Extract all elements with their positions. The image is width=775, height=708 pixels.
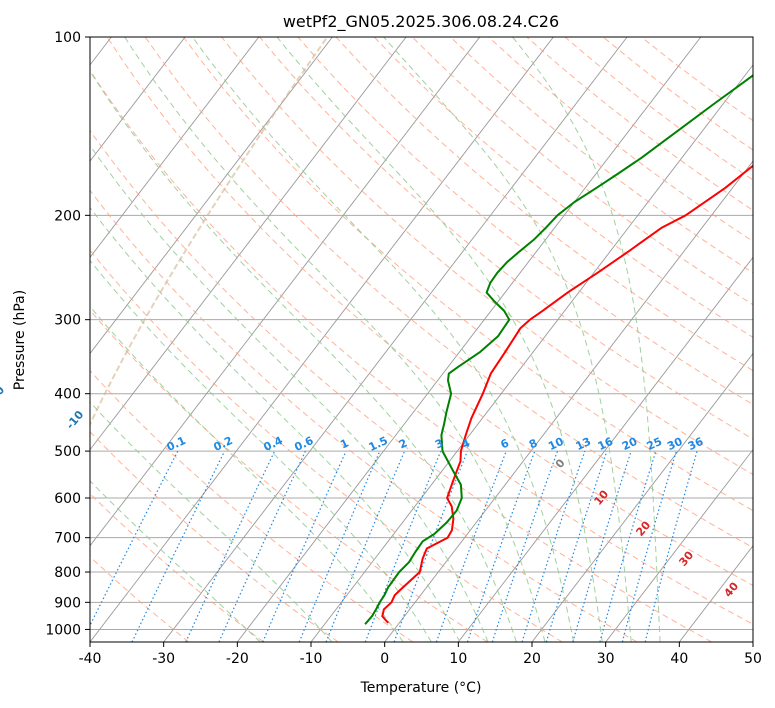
mixing-ratio-label: 30 <box>665 435 685 453</box>
mixing-ratio-line <box>644 450 698 642</box>
y-tick-label: 300 <box>54 313 81 329</box>
background-curve <box>90 37 329 427</box>
dry-adiabat-line <box>373 37 753 338</box>
moist-adiabat-line <box>90 259 432 642</box>
mixing-ratio-line <box>393 450 468 642</box>
isotherm-line <box>457 256 753 642</box>
x-tick-label: 50 <box>744 651 762 667</box>
temperature-profile-line <box>381 164 753 624</box>
isotherm-line <box>163 37 628 642</box>
x-tick-label: 0 <box>380 651 389 667</box>
y-tick-label: 900 <box>54 595 81 611</box>
dewpoint-profile-line <box>364 74 753 625</box>
moist-adiabat-line <box>383 37 632 642</box>
x-tick-label: -30 <box>152 651 175 667</box>
mixing-ratio-line <box>364 450 442 642</box>
mixing-ratio-line <box>599 450 657 642</box>
x-tick-label: 10 <box>449 651 467 667</box>
moist-adiabat-line <box>512 37 661 642</box>
isotherm-line <box>90 37 407 451</box>
dry-adiabat-line <box>90 309 488 642</box>
moist-adiabat-line <box>124 37 546 642</box>
plot-area <box>90 37 753 642</box>
x-tick-label: -40 <box>79 651 102 667</box>
chart-title: wetPf2_GN05.2025.306.08.24.C26 <box>283 12 559 32</box>
mixing-ratio-label: 25 <box>645 435 664 453</box>
isotherm-line <box>90 37 481 547</box>
dry-adiabat-line <box>90 189 638 642</box>
isotherm-line <box>90 37 186 162</box>
mixing-ratio-line <box>572 450 632 642</box>
mixing-ratio-line <box>491 450 559 642</box>
moist-adiabat-line <box>90 206 461 642</box>
x-tick-label: -10 <box>300 651 323 667</box>
dry-adiabat-line <box>90 69 753 625</box>
mixing-ratio-line <box>298 450 381 642</box>
mixing-ratio-line <box>325 450 406 642</box>
y-tick-label: 200 <box>54 208 81 224</box>
mixing-ratio-line <box>262 450 347 642</box>
moist-adiabat-line <box>90 144 489 642</box>
dry-adiabat-line <box>335 37 753 372</box>
isotherm-line <box>531 352 753 642</box>
y-tick-label: 700 <box>54 531 81 547</box>
isotherm-line <box>90 37 554 642</box>
x-tick-label: 40 <box>670 651 688 667</box>
moist-adiabat-line <box>192 37 575 642</box>
mixing-ratio-label: 10 <box>546 435 566 453</box>
x-axis-label: Temperature (°C) <box>360 680 482 696</box>
y-tick-label: 1000 <box>45 622 81 638</box>
y-tick-label: 600 <box>54 491 81 507</box>
mixing-ratio-line <box>90 450 179 627</box>
isotherm-line <box>384 160 753 642</box>
mixing-ratio-label: 20 <box>620 435 640 453</box>
y-tick-label: 500 <box>54 444 81 460</box>
y-tick-label: 800 <box>54 565 81 581</box>
dry-adiabat-line <box>90 556 190 642</box>
mixing-ratio-line <box>466 450 536 642</box>
isotherm-line <box>90 37 333 355</box>
x-tick-label: 20 <box>523 651 541 667</box>
y-axis-label: Pressure (hPa) <box>12 290 28 390</box>
mixing-ratio-label: 16 <box>596 435 616 453</box>
x-tick-label: -20 <box>226 651 249 667</box>
mixing-ratio-label: 13 <box>574 435 593 453</box>
mixing-ratio-label: 36 <box>686 435 706 453</box>
dry-adiabat-line <box>90 249 563 642</box>
dry-adiabat-line <box>90 430 339 642</box>
dry-adiabat-line <box>297 37 753 405</box>
dry-adiabat-line <box>90 369 414 642</box>
y-tick-label: 400 <box>54 387 81 403</box>
x-tick-label: 30 <box>597 651 615 667</box>
mixing-ratio-line <box>435 450 507 642</box>
mixing-ratio-line <box>545 450 608 642</box>
isotherm-line <box>90 37 260 259</box>
dry-adiabat-line <box>106 37 753 587</box>
y-tick-label: 100 <box>54 30 81 46</box>
dry-adiabat-line <box>144 37 753 549</box>
plot-frame <box>89 36 754 643</box>
moist-adiabat-line <box>90 305 404 642</box>
dry-adiabat-label: -20 <box>0 383 7 407</box>
moist-adiabat-line <box>90 401 333 642</box>
mixing-ratio-line <box>621 450 677 642</box>
moist-adiabat-line <box>276 37 603 642</box>
mixing-ratio-line <box>521 450 586 642</box>
isotherm-line <box>605 448 753 642</box>
isotherm-line <box>236 37 702 642</box>
moist-adiabat-line <box>90 70 517 642</box>
